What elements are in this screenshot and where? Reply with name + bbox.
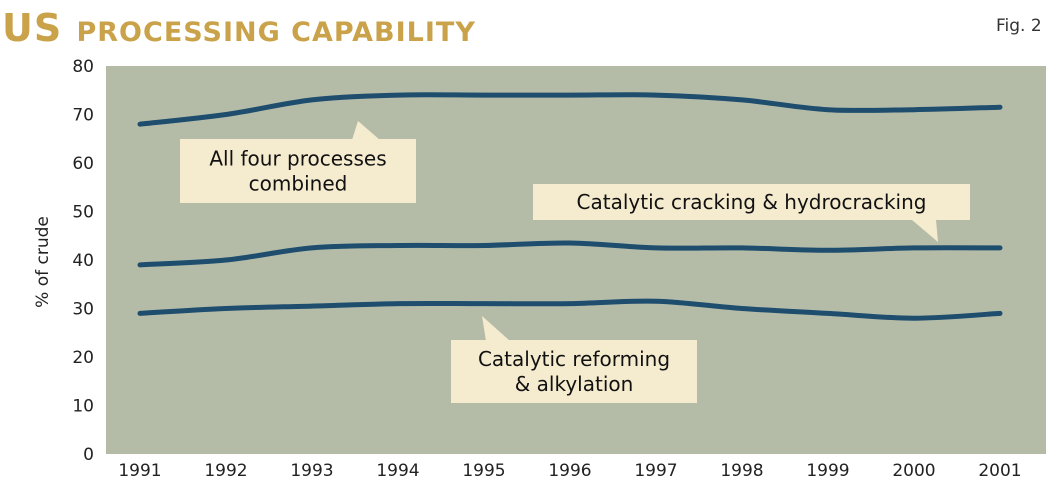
callout-text: Catalytic reforming — [478, 347, 670, 371]
x-tick-label: 1997 — [634, 461, 677, 481]
x-tick-label: 1991 — [118, 461, 161, 481]
callout-3: Catalytic reforming& alkylation — [451, 316, 697, 403]
x-tick-label: 2001 — [978, 461, 1021, 481]
y-axis: 0 10 20 30 40 50 60 70 80 — [72, 57, 94, 465]
x-tick-label: 1993 — [290, 461, 333, 481]
y-tick-label: 10 — [72, 397, 94, 417]
callout-box — [451, 340, 697, 403]
y-tick-label: 70 — [72, 106, 94, 126]
callout-text: combined — [249, 172, 348, 196]
y-tick-label: 80 — [72, 57, 94, 77]
x-tick-label: 1994 — [376, 461, 419, 481]
x-axis: 1991 1992 1993 1994 1995 1996 1997 1998 1999 2000… — [118, 461, 1021, 481]
x-tick-label: 1996 — [548, 461, 591, 481]
series-line-3 — [137, 298, 1003, 321]
callout-2: Catalytic cracking & hydrocracking — [533, 184, 970, 242]
callout-text: & alkylation — [515, 372, 634, 396]
callout-pointer — [912, 220, 938, 242]
figure-label: Fig. 2 — [996, 16, 1042, 36]
chart-title-rest: PROCESSING CAPABILITY — [76, 17, 476, 48]
x-tick-label: 2000 — [892, 461, 935, 481]
x-tick-label: 1995 — [462, 461, 505, 481]
chart-title-main: US — [2, 6, 63, 50]
callout-box — [180, 139, 416, 203]
x-tick-label: 1992 — [204, 461, 247, 481]
x-tick-label: 1998 — [720, 461, 763, 481]
callout-text: All four processes — [209, 147, 386, 171]
y-tick-label: 50 — [72, 203, 94, 223]
series-line-2 — [137, 240, 1003, 268]
series-layer — [137, 92, 1003, 321]
y-axis-label: % of crude — [33, 216, 53, 308]
y-tick-label: 30 — [72, 300, 94, 320]
x-tick-label: 1999 — [806, 461, 849, 481]
chart-title: US PROCESSING CAPABILITY — [2, 6, 476, 55]
y-tick-label: 0 — [83, 445, 94, 465]
y-tick-label: 20 — [72, 348, 94, 368]
y-tick-label: 40 — [72, 251, 94, 271]
callout-text: Catalytic cracking & hydrocracking — [577, 190, 927, 214]
callout-pointer — [482, 316, 510, 341]
y-tick-label: 60 — [72, 154, 94, 174]
series-line-1 — [137, 92, 1003, 127]
callout-box — [533, 184, 970, 220]
callout-pointer — [352, 121, 380, 140]
